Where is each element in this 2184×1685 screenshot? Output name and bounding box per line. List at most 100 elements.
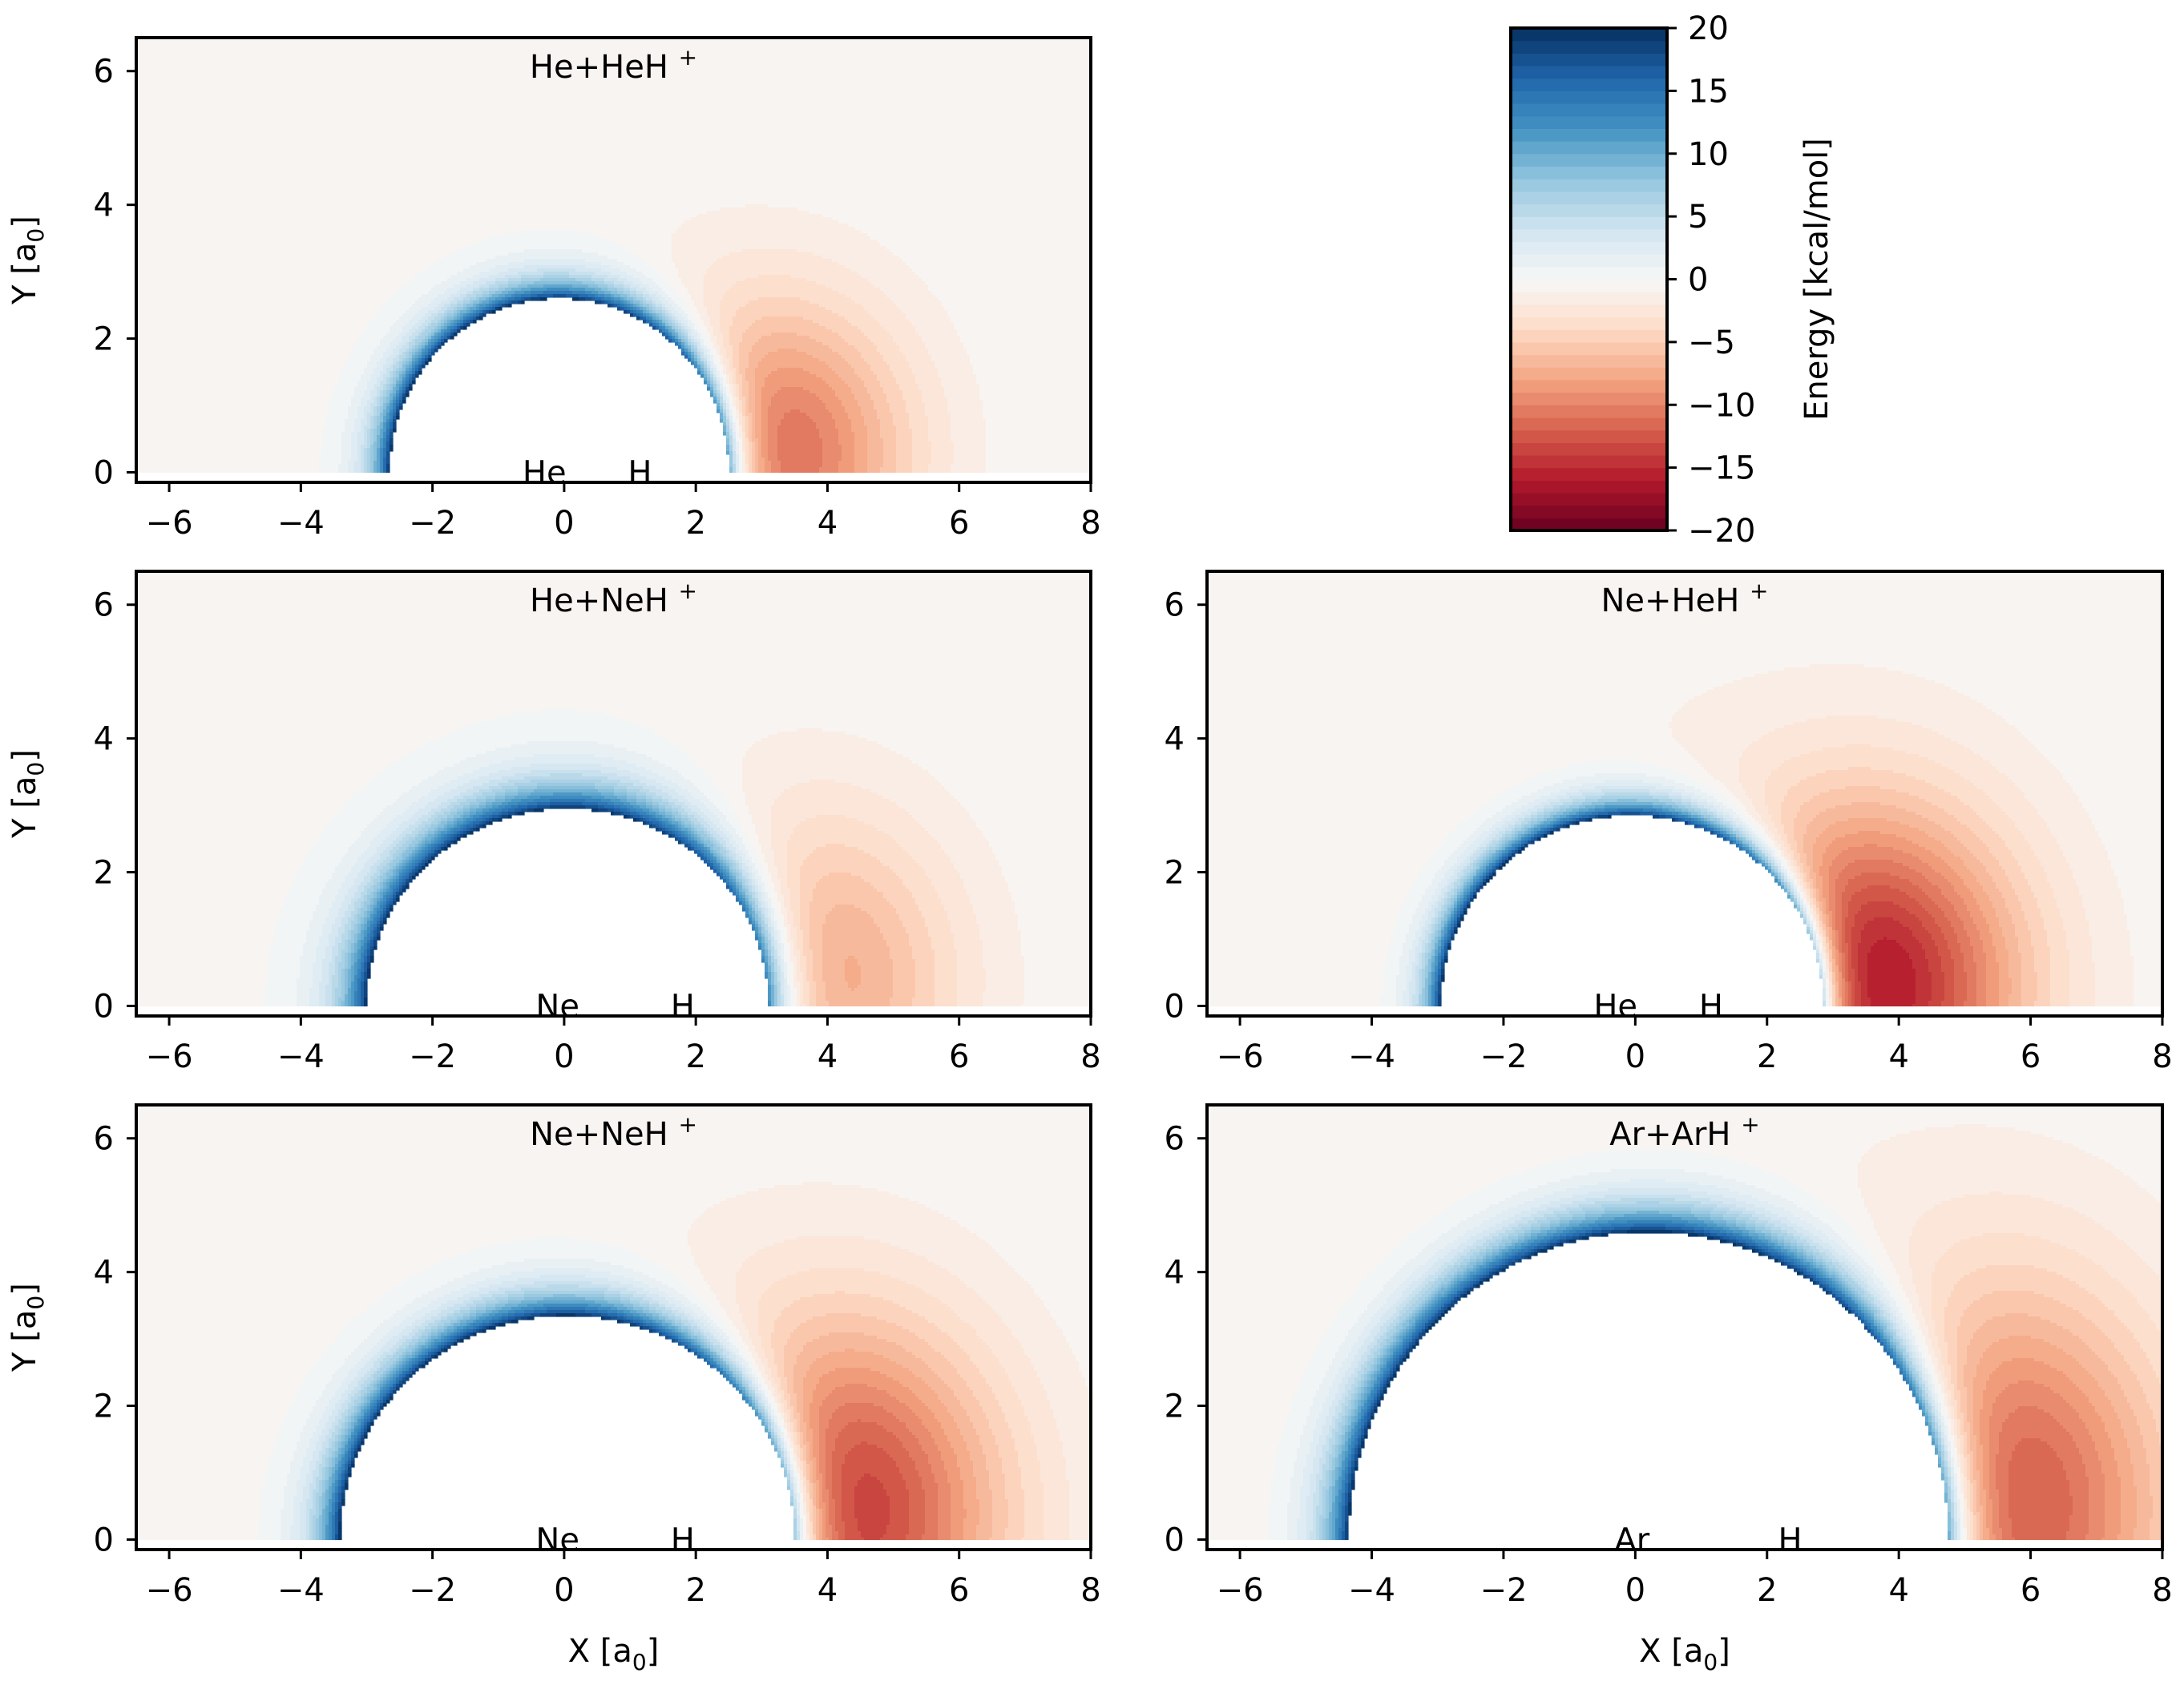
y-tick-label: 0 (94, 988, 114, 1025)
y-tick-label: 6 (94, 1121, 114, 1158)
panel-title: Ne+HeH + (1601, 578, 1769, 619)
x-tick-label: 8 (1080, 505, 1100, 542)
x-tick-label: 0 (554, 1038, 574, 1075)
y-tick-label: 6 (94, 54, 114, 91)
energy-field (136, 38, 1091, 482)
x-axis-label: X [a0] (1639, 1633, 1730, 1675)
colorbar-level (1511, 191, 1667, 205)
colorbar-level (1511, 279, 1667, 292)
y-tick-label: 2 (94, 855, 114, 892)
atom-label: H (671, 1522, 695, 1558)
colorbar-tick-label: 5 (1688, 199, 1708, 236)
y-axis-label: Y [a0] (6, 1283, 49, 1373)
x-tick-label: −2 (1480, 1038, 1527, 1075)
x-tick-label: 8 (2152, 1038, 2172, 1075)
x-tick-label: −2 (1480, 1572, 1527, 1609)
y-tick-label: 4 (94, 1255, 114, 1292)
colorbar-level (1511, 505, 1667, 518)
x-axis-label: X [a0] (568, 1633, 660, 1675)
colorbar-level (1511, 454, 1667, 469)
colorbar-tick-label: 10 (1688, 136, 1729, 173)
x-tick-label: 4 (1888, 1038, 1908, 1075)
panel-title: He+NeH + (530, 578, 697, 619)
colorbar-level (1511, 480, 1667, 494)
x-tick-label: 0 (554, 1572, 574, 1609)
colorbar-level (1511, 28, 1667, 42)
x-tick-label: 0 (1625, 1572, 1645, 1609)
energy-field (1207, 571, 2162, 1016)
x-tick-label: 0 (554, 505, 574, 542)
panel-1: −6 −4 −2 0 2 4 6 8 0 2 4 6 He+HeH + He H Y [a0] (6, 36, 1101, 542)
colorbar-level (1511, 141, 1667, 155)
colorbar-level (1511, 153, 1667, 167)
y-tick-label: 2 (1165, 1389, 1185, 1425)
colorbar-tick-label: 20 (1688, 10, 1729, 47)
x-tick-label: 6 (949, 1038, 969, 1075)
y-tick-label: 2 (94, 321, 114, 358)
colorbar-level (1511, 379, 1667, 393)
colorbar-level (1511, 78, 1667, 91)
colorbar-tick-label: 0 (1688, 262, 1708, 299)
panel-4: −6 −4 −2 0 2 4 6 8 0 2 4 6 Ne+NeH + Ne H Y [a0] X [a0] (6, 1103, 1101, 1675)
x-tick-label: 2 (1757, 1572, 1777, 1609)
y-tick-label: 4 (1165, 1255, 1185, 1292)
y-tick-label: 4 (94, 721, 114, 758)
x-tick-label: 6 (2021, 1572, 2041, 1609)
atom-label: He (523, 454, 567, 491)
colorbar-level (1511, 467, 1667, 481)
x-tick-label: 2 (685, 505, 705, 542)
y-tick-label: 0 (1165, 988, 1185, 1025)
colorbar-level (1511, 405, 1667, 418)
y-tick-label: 4 (1165, 721, 1185, 758)
atom-label: Ar (1614, 1522, 1649, 1558)
y-tick-label: 2 (94, 1389, 114, 1425)
y-tick-label: 2 (1165, 855, 1185, 892)
colorbar-tick-label: −5 (1688, 325, 1735, 361)
colorbar-tick-label: 15 (1688, 73, 1729, 110)
colorbar-level (1511, 53, 1667, 67)
x-tick-label: 4 (817, 1572, 838, 1609)
colorbar-level (1511, 341, 1667, 356)
colorbar-level (1511, 392, 1667, 405)
panel-title: He+HeH + (530, 44, 697, 86)
energy-field (1207, 1105, 2162, 1550)
x-tick-label: 2 (1757, 1038, 1777, 1075)
colorbar-label: Energy [kcal/mol] (1798, 138, 1835, 421)
colorbar-level (1511, 417, 1667, 431)
colorbar-level (1511, 179, 1667, 192)
x-tick-label: −4 (277, 1038, 325, 1075)
x-tick-label: −2 (409, 1038, 456, 1075)
colorbar-level (1511, 66, 1667, 79)
y-axis-label: Y [a0] (6, 216, 49, 305)
y-tick-label: 4 (94, 187, 114, 224)
colorbar-level (1511, 367, 1667, 381)
x-tick-label: −2 (409, 505, 456, 542)
atom-label: H (1699, 988, 1723, 1025)
colorbar-level (1511, 518, 1667, 531)
x-tick-label: 8 (1080, 1572, 1100, 1609)
x-tick-label: 8 (1080, 1038, 1100, 1075)
colorbar-level (1511, 329, 1667, 343)
axes-frame (135, 1103, 1092, 1551)
x-tick-label: −4 (277, 1572, 325, 1609)
colorbar-level (1511, 128, 1667, 142)
colorbar-level (1511, 216, 1667, 230)
colorbar-level (1511, 166, 1667, 179)
colorbar-tick-label: −20 (1688, 513, 1755, 550)
x-tick-label: 6 (949, 505, 969, 542)
x-tick-label: 6 (949, 1572, 969, 1609)
x-tick-label: −6 (1217, 1038, 1264, 1075)
y-tick-label: 6 (1165, 587, 1185, 624)
atom-label: Ne (535, 1522, 579, 1558)
x-tick-label: 4 (1888, 1572, 1908, 1609)
energy-field (136, 1105, 1091, 1550)
y-tick-label: 6 (1165, 1121, 1185, 1158)
y-tick-label: 0 (94, 454, 114, 491)
x-tick-label: 2 (685, 1572, 705, 1609)
colorbar: 20 15 10 5 0 −5 −10 −15 −20 Energy [kcal/mol] (1509, 10, 1835, 550)
x-tick-label: −6 (146, 1572, 193, 1609)
colorbar-level (1511, 266, 1667, 280)
panel-5: −6 −4 −2 0 2 4 6 8 0 2 4 6 Ar+ArH + Ar H X [a0] (1165, 1103, 2173, 1675)
